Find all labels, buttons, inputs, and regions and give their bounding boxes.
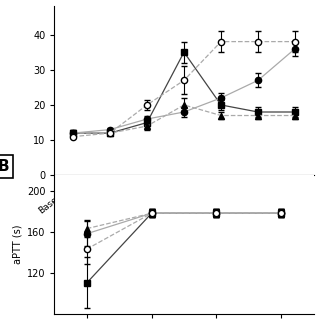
Y-axis label: aPTT (s): aPTT (s) (13, 225, 23, 264)
X-axis label: Dilution: Dilution (159, 240, 209, 250)
Text: B: B (0, 159, 9, 174)
Legend: FC, PCC, FC+PCC, Control: FC, PCC, FC+PCC, Control (92, 318, 276, 320)
